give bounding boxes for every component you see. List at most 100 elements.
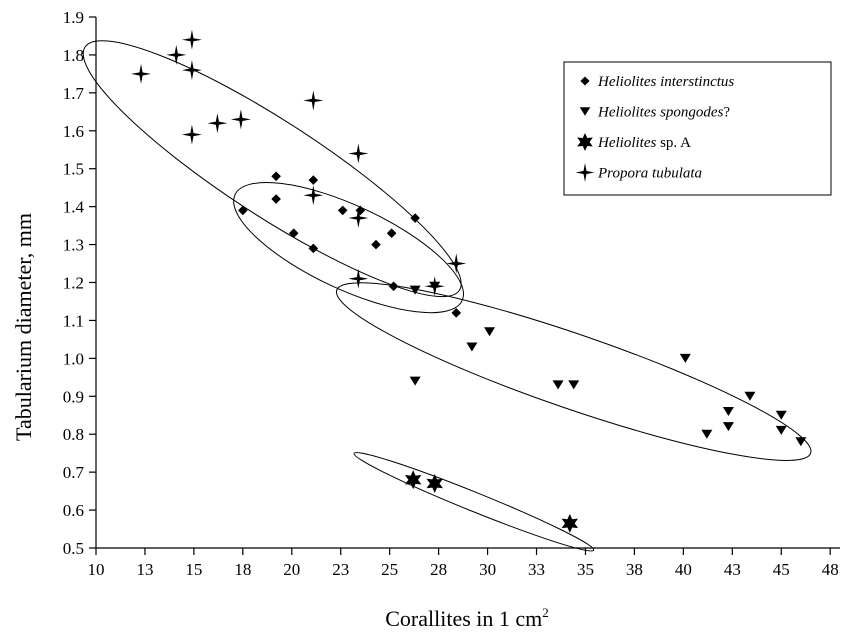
data-point: [561, 513, 579, 533]
data-point: [404, 470, 422, 490]
data-point: [181, 124, 202, 145]
x-axis-title-main: Corallites in 1 cm: [385, 606, 542, 631]
data-point: [795, 437, 807, 447]
y-tick-label: 0.8: [63, 425, 84, 444]
data-point: [409, 285, 421, 295]
data-point: [271, 171, 281, 182]
x-tick-label: 15: [185, 560, 202, 579]
x-tick-label: 23: [332, 560, 349, 579]
x-tick-label: 20: [283, 560, 300, 579]
y-tick-label: 1.8: [63, 46, 84, 65]
data-point: [722, 406, 734, 416]
data-point: [303, 185, 324, 206]
y-tick-label: 1.4: [63, 198, 85, 217]
legend-label-rest: sp. A: [656, 135, 691, 151]
x-tick-label: 10: [88, 560, 105, 579]
y-tick-label: 1.1: [63, 311, 84, 330]
data-point: [775, 410, 787, 420]
x-axis-ticks: 10 13 15 18 20 23 25 28 30 33 35 38 40 43 45 48: [88, 548, 839, 579]
legend-label-italic: Heliolites interstinctus: [597, 74, 734, 90]
legend-label-italic: Heliolites spongodes: [597, 105, 724, 121]
data-points: [131, 29, 807, 533]
y-tick-label: 0.6: [63, 501, 84, 520]
x-tick-label: 43: [724, 560, 741, 579]
y-axis-ticks: 0.5 0.6 0.7 0.8 0.9 1.0 1.1 1.2 1.3 1.4 1.5 1.6 1.7 1…: [63, 8, 96, 558]
data-point: [744, 391, 756, 401]
x-axis-title: Corallites in 1 cm2: [385, 605, 549, 631]
data-point: [426, 474, 443, 494]
data-point: [288, 228, 299, 238]
data-point: [308, 175, 319, 185]
data-point: [451, 308, 462, 318]
cluster-ellipse: [335, 282, 812, 461]
x-tick-label: 33: [528, 560, 545, 579]
legend-label-italic: Propora tubulata: [597, 166, 702, 182]
data-point: [424, 276, 445, 297]
data-point: [722, 422, 734, 432]
legend-label: Heliolites interstinctus: [597, 74, 734, 90]
y-tick-label: 1.9: [63, 8, 84, 27]
legend-box: [563, 61, 832, 196]
data-point: [131, 63, 152, 84]
data-point: [181, 29, 202, 50]
x-tick-label: 38: [626, 560, 643, 579]
y-tick-label: 0.9: [63, 387, 84, 406]
x-tick-label: 48: [822, 560, 839, 579]
data-point: [348, 143, 369, 164]
data-point: [388, 281, 399, 292]
y-tick-label: 1.7: [63, 84, 85, 103]
data-point: [386, 228, 397, 238]
cluster-ellipses: [82, 40, 812, 552]
data-point: [371, 239, 381, 250]
data-point: [679, 353, 691, 363]
data-point: [775, 425, 787, 435]
cluster-ellipse: [353, 452, 595, 552]
data-point: [484, 327, 496, 337]
x-tick-label: 28: [430, 560, 447, 579]
legend-items: Heliolites interstinctus Heliolites spong…: [575, 74, 734, 182]
y-tick-label: 0.7: [63, 463, 85, 482]
x-tick-label: 18: [234, 560, 251, 579]
data-point: [308, 243, 319, 254]
data-point: [166, 44, 187, 65]
data-point: [303, 90, 324, 111]
data-point: [337, 205, 348, 216]
legend-label: Propora tubulata: [597, 166, 702, 182]
data-point: [409, 376, 421, 386]
x-axis-title-superscript: 2: [542, 605, 549, 620]
data-point: [410, 213, 420, 223]
data-point: [568, 380, 580, 390]
legend-marker: [580, 76, 590, 86]
x-tick-label: 13: [136, 560, 153, 579]
legend-label-rest: ?: [723, 105, 730, 121]
x-tick-label: 45: [773, 560, 790, 579]
legend-marker: [579, 107, 591, 116]
data-point: [466, 342, 478, 352]
cluster-ellipse: [233, 182, 464, 314]
data-point: [552, 380, 564, 390]
cluster-ellipse: [82, 40, 462, 298]
data-point: [181, 60, 202, 81]
legend-marker: [575, 163, 595, 182]
legend-label: Heliolites sp. A: [597, 135, 691, 151]
y-tick-label: 1.6: [63, 122, 84, 141]
legend-label: Heliolites spongodes?: [597, 105, 730, 121]
data-point: [355, 205, 366, 216]
y-tick-label: 0.5: [63, 539, 84, 558]
data-point: [701, 429, 713, 439]
legend-label-italic: Heliolites: [597, 135, 656, 151]
data-point: [230, 109, 251, 130]
x-tick-label: 25: [381, 560, 398, 579]
y-tick-label: 1.0: [63, 349, 84, 368]
x-tick-label: 30: [479, 560, 496, 579]
x-tick-label: 35: [577, 560, 594, 579]
legend: Heliolites interstinctus Heliolites spong…: [563, 61, 832, 196]
x-tick-label: 40: [675, 560, 692, 579]
legend-marker: [577, 132, 593, 152]
data-point: [348, 208, 369, 229]
y-axis-title: Tabularium diameter, mm: [11, 213, 36, 441]
y-tick-label: 1.5: [63, 160, 84, 179]
y-tick-label: 1.3: [63, 236, 84, 255]
y-tick-label: 1.2: [63, 274, 84, 293]
